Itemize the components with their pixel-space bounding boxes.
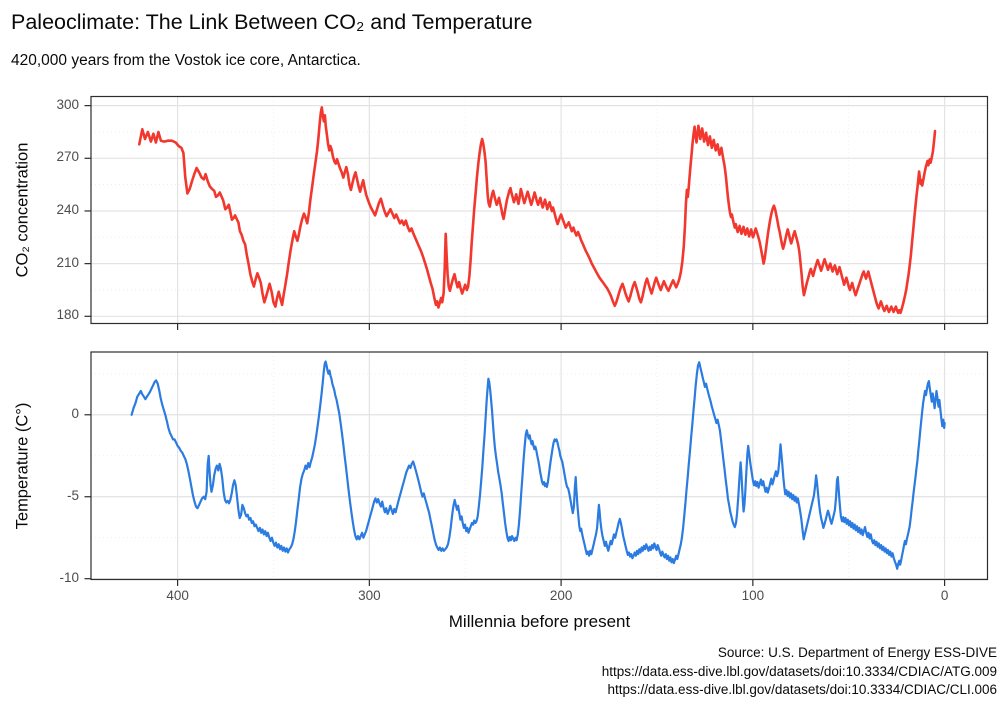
y-tick-label: -10 bbox=[59, 569, 79, 585]
y-tick-label: 180 bbox=[56, 307, 79, 323]
chart-title: Paleoclimate: The Link Between CO₂ and T… bbox=[11, 10, 533, 34]
co2-line bbox=[138, 106, 937, 315]
temperature-panel bbox=[90, 351, 989, 581]
y-tick-label: 270 bbox=[56, 149, 79, 165]
x-tick-label: 0 bbox=[940, 588, 949, 603]
y-tick-label: 300 bbox=[56, 96, 79, 112]
x-tick-label: 100 bbox=[741, 588, 765, 603]
caption-source: Source: U.S. Department of Energy ESS-DI… bbox=[717, 645, 997, 660]
x-tick-label: 200 bbox=[549, 588, 573, 603]
x-axis-title: Millennia before present bbox=[448, 612, 631, 631]
co2-panel bbox=[90, 95, 989, 325]
caption: Source: U.S. Department of Energy ESS-DI… bbox=[602, 644, 997, 700]
temperature-axis-title: Temperature (C°) bbox=[13, 402, 32, 530]
y-tick-label: 210 bbox=[56, 254, 79, 270]
y-tick-label: -5 bbox=[66, 487, 79, 503]
chart-subtitle: 420,000 years from the Vostok ice core, … bbox=[11, 52, 361, 69]
caption-url-atg: https://data.ess-dive.lbl.gov/datasets/d… bbox=[601, 663, 997, 679]
co2-axis-title: CO₂ concentration bbox=[13, 142, 32, 278]
y-tick-label: 0 bbox=[71, 405, 79, 421]
x-tick-label: 400 bbox=[166, 588, 189, 603]
x-tick-label: 300 bbox=[358, 588, 381, 603]
temperature-line bbox=[130, 360, 946, 570]
caption-url-cli: https://data.ess-dive.lbl.gov/datasets/d… bbox=[607, 682, 997, 698]
y-tick-label: 240 bbox=[56, 201, 79, 217]
